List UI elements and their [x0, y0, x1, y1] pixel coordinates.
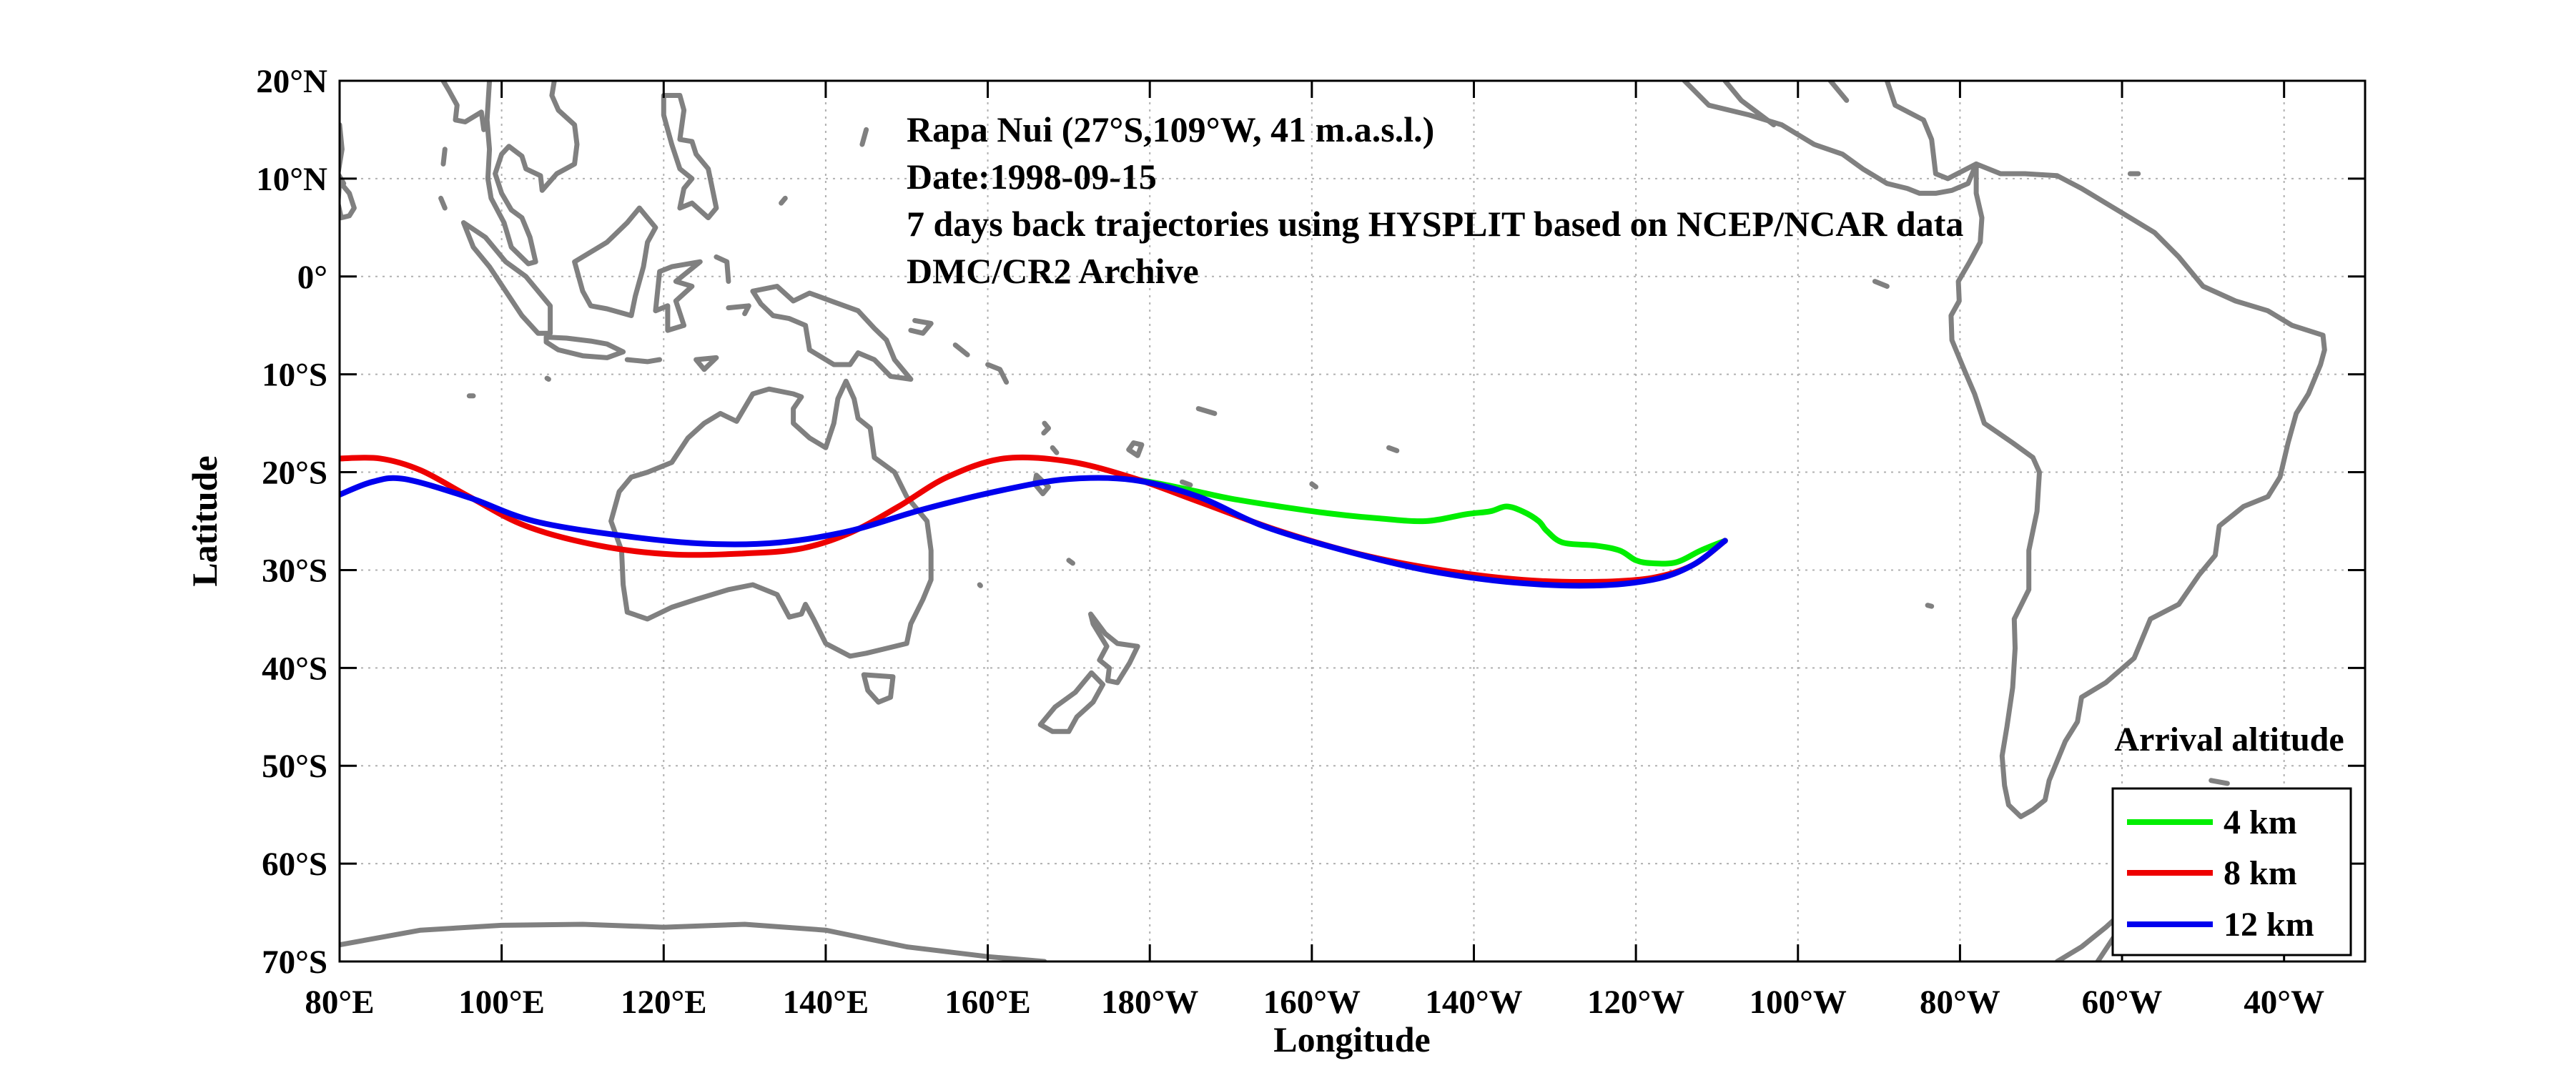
- coastline-sulawesi: [653, 259, 703, 333]
- y-tick-label: 20°N: [256, 63, 327, 100]
- y-tick-label: 40°S: [262, 650, 327, 687]
- coastline-island: [438, 195, 448, 211]
- legend-title: Arrival altitude: [2114, 721, 2344, 758]
- annotation-line-date: Date:1998-09-15: [907, 157, 1157, 197]
- y-tick-label: 50°S: [262, 748, 327, 785]
- legend-label-4km: 4 km: [2224, 803, 2297, 841]
- coastline-island: [714, 254, 731, 285]
- x-tick-label: 80°E: [305, 984, 374, 1021]
- coastline-myanmar-coast: [440, 81, 487, 132]
- coastline-new-zealand-north: [1088, 611, 1140, 686]
- x-tick-label: 160°E: [944, 984, 1031, 1021]
- legend-label-8km: 8 km: [2224, 854, 2297, 892]
- coastline-island: [1195, 406, 1218, 416]
- coastline-island: [859, 127, 869, 147]
- y-tick-labels: 20°N 10°N 0° 10°S 20°S 30°S 40°S 50°S 60°S 70°S: [256, 63, 327, 981]
- coastline-island: [1050, 445, 1060, 455]
- y-tick-label: 30°S: [262, 552, 327, 589]
- coastline-central-america: [1682, 81, 1979, 196]
- x-tick-label: 120°W: [1587, 984, 1684, 1021]
- y-tick-label: 10°S: [262, 357, 327, 394]
- coastline-island: [544, 375, 551, 382]
- x-tick-labels: 80°E 100°E 120°E 140°E 160°E 180°W 160°W 140°W 1…: [305, 984, 2324, 1021]
- coastline-island: [908, 317, 934, 336]
- trajectories: [340, 454, 1728, 589]
- coastline-sri-lanka: [340, 179, 357, 221]
- coastline-sumatra: [460, 220, 553, 336]
- coastline-island: [694, 355, 719, 372]
- annotation-block: Rapa Nui (27°S,109°W, 41 m.a.s.l.) Date:…: [907, 109, 1963, 291]
- coastline-north-america-tip: [1722, 81, 1777, 128]
- y-tick-label: 10°N: [256, 161, 327, 198]
- x-tick-label: 60°W: [2082, 984, 2163, 1021]
- coastline-island: [985, 362, 1010, 385]
- coastline-philippines: [661, 93, 719, 221]
- coastline-island: [1041, 420, 1051, 436]
- x-tick-label: 80°W: [1920, 984, 2000, 1021]
- coastline-south-america: [1948, 161, 2327, 819]
- coastline-island: [1925, 603, 1935, 609]
- coastline-island: [2209, 778, 2230, 786]
- trajectory-8km: [340, 454, 1728, 585]
- coastline-island: [624, 357, 663, 365]
- coastline-island: [440, 147, 448, 167]
- x-tick-label: 120°E: [621, 984, 707, 1021]
- coastline-island: [1827, 81, 1850, 103]
- annotation-line-method: 7 days back trajectories using HYSPLIT b…: [907, 204, 1963, 244]
- coastline-antarctica: [340, 921, 1047, 961]
- x-tick-label: 100°W: [1750, 984, 1847, 1021]
- coastline-malay: [484, 81, 580, 267]
- x-tick-label: 40°W: [2244, 984, 2324, 1021]
- coastline-new-guinea: [750, 284, 914, 382]
- annotation-line-site: Rapa Nui (27°S,109°W, 41 m.a.s.l.): [907, 109, 1434, 149]
- y-tick-label: 60°S: [262, 846, 327, 883]
- x-tick-label: 140°E: [783, 984, 869, 1021]
- trajectory-4km: [1130, 476, 1728, 567]
- coastline-island: [952, 342, 970, 357]
- trajectory-12km: [340, 475, 1728, 589]
- x-tick-label: 140°W: [1425, 984, 1522, 1021]
- coastline-tasmania: [861, 672, 896, 705]
- x-axis-label: Longitude: [1273, 1019, 1431, 1059]
- coastline-island: [726, 303, 751, 317]
- y-tick-label: 0°: [297, 259, 327, 296]
- coastline-java: [543, 335, 626, 360]
- coastline-island: [1126, 440, 1145, 458]
- coastline-island: [1180, 479, 1193, 488]
- coastline-island: [1872, 279, 1890, 289]
- y-axis-label: Latitude: [184, 455, 224, 586]
- coastline-island: [1386, 445, 1400, 453]
- x-tick-label: 160°W: [1263, 984, 1361, 1021]
- coastline-borneo: [572, 205, 658, 318]
- y-tick-label: 20°S: [262, 455, 327, 492]
- x-tick-label: 100°E: [458, 984, 545, 1021]
- legend-label-12km: 12 km: [2224, 906, 2314, 944]
- coastline-new-zealand-south: [1037, 670, 1105, 734]
- y-tick-label: 70°S: [262, 944, 327, 981]
- coastline-island: [1066, 558, 1075, 566]
- annotation-line-archive: DMC/CR2 Archive: [907, 251, 1199, 291]
- coastline-island: [1309, 481, 1318, 490]
- legend: Arrival altitude 4 km 8 km 12 km: [2111, 721, 2352, 956]
- coastline-island: [779, 195, 788, 206]
- x-tick-label: 180°W: [1101, 984, 1198, 1021]
- plot-frame: [338, 79, 2367, 963]
